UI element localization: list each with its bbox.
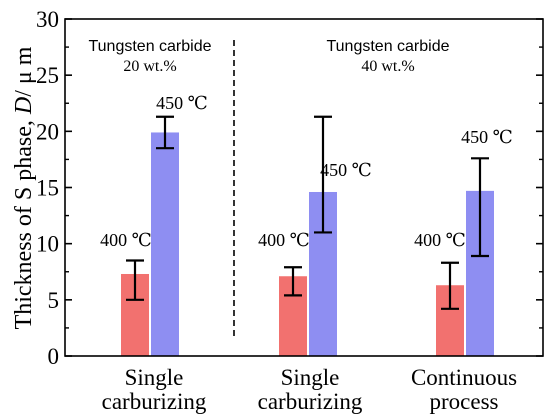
text-layer: 0 5 10 15 20 25 30 Thickness of S phase, D/ μ m… xyxy=(11,7,517,414)
y-axis-label: Thickness of S phase, D/ μ m xyxy=(11,46,37,329)
temperature-label: 400 ℃ xyxy=(100,230,152,250)
group-label-line1: Tungsten carbide xyxy=(88,38,211,55)
bars-layer xyxy=(121,132,494,356)
temperature-label: 450 ℃ xyxy=(320,160,372,180)
axes-layer xyxy=(64,18,544,357)
y-tick-label: 0 xyxy=(48,344,60,369)
temperature-label: 400 ℃ xyxy=(258,230,310,250)
x-category-label-line1: Continuous xyxy=(411,365,517,390)
y-axis-label-part: / μ m xyxy=(11,46,37,97)
y-axis-label-part: Thickness of S phase, xyxy=(11,114,37,329)
group-label-line1: Tungsten carbide xyxy=(326,38,449,55)
y-tick-label: 5 xyxy=(48,288,60,313)
y-tick-label: 30 xyxy=(36,7,59,32)
group-label-line2: 40 wt.% xyxy=(361,58,414,75)
x-category-label-line2: process xyxy=(430,389,499,414)
group-label-line2: 20 wt.% xyxy=(123,58,176,75)
temperature-label: 450 ℃ xyxy=(156,93,208,113)
temperature-label: 450 ℃ xyxy=(461,127,513,147)
x-category-label-line2: carburizing xyxy=(258,389,363,414)
y-tick-label: 10 xyxy=(36,232,59,257)
y-axis-label-part: D xyxy=(11,97,37,115)
error-bars-layer xyxy=(126,115,489,310)
bar-450c-0 xyxy=(151,132,179,356)
temperature-label: 400 ℃ xyxy=(414,230,466,250)
x-category-label-line1: Single xyxy=(125,365,184,390)
y-tick-label: 25 xyxy=(36,63,59,88)
y-tick-label: 20 xyxy=(36,119,59,144)
y-tick-label: 15 xyxy=(36,176,59,201)
x-category-label-line2: carburizing xyxy=(102,389,207,414)
x-category-label-line1: Single xyxy=(281,365,340,390)
